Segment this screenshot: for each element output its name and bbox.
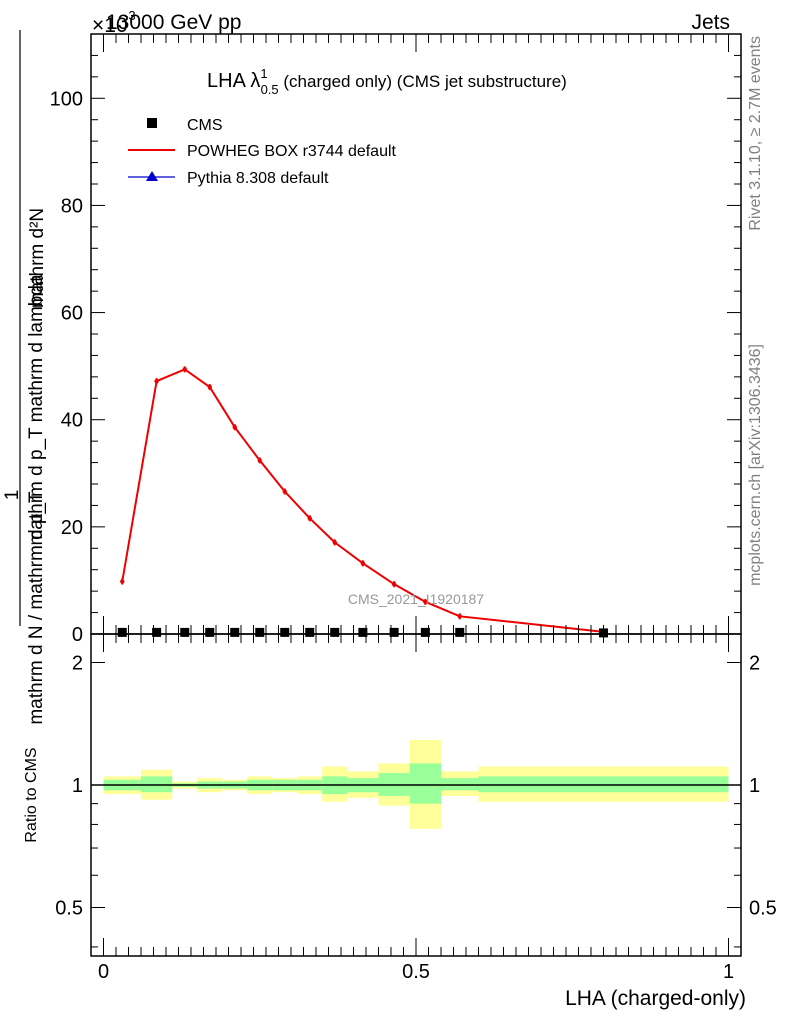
powheg-point [182, 367, 187, 372]
plot-title: LHA λ1 0.5 (charged only) (CMS jet substr… [207, 66, 567, 97]
ratio-y-tick-label: 2 [72, 653, 83, 675]
legend-cms-label: CMS [187, 117, 223, 134]
ratio-y-tick-label: 0.5 [55, 897, 83, 919]
x-axis-label: LHA (charged-only) [565, 987, 746, 1010]
x-tick-label: 1 [723, 961, 734, 983]
legend: CMS POWHEG BOX r3744 default Pythia 8.30… [128, 117, 397, 187]
ratio-y-tick-label-right: 2 [749, 653, 760, 675]
cms-point [255, 627, 265, 637]
x-axis: 0 0.5 1 [98, 34, 734, 983]
y-label-prefix-denominator: mathrm d N / mathrm d p_T [26, 491, 47, 725]
cms-point [280, 627, 290, 637]
y-tick-label: 0 [72, 624, 83, 646]
cms-point [205, 627, 215, 637]
y-label-prefix-numerator: 1 [2, 490, 23, 501]
powheg-point [207, 384, 212, 390]
powheg-point [307, 516, 312, 521]
ratio-y-tick-label-right: 1 [749, 775, 760, 797]
y-tick-label: 80 [61, 195, 83, 217]
powheg-point [257, 458, 262, 463]
main-plot-data [117, 366, 608, 638]
y-scale-multiplier: ×10 [92, 14, 128, 37]
y-scale-exponent: -3 [124, 8, 136, 23]
ratio-y-axis: 0.5 0.5 1 1 2 2 [55, 653, 777, 948]
analysis-watermark: CMS_2021_I1920187 [348, 591, 484, 607]
legend-pythia-label: Pythia 8.308 default [187, 170, 329, 187]
powheg-line [121, 368, 604, 633]
cms-point [358, 627, 368, 637]
ratio-y-tick-label: 1 [72, 775, 83, 797]
powheg-point [282, 489, 287, 494]
header-energy: 13000 GeV pp [106, 11, 241, 34]
cms-point [455, 627, 465, 637]
y-label-numerator: mathrm d²N [27, 208, 48, 308]
cms-point [420, 627, 430, 637]
y-label-denominator: mathrm d p_T mathrm d lambda [26, 274, 47, 545]
powheg-point [232, 425, 237, 430]
cms-point [305, 627, 315, 637]
powheg-point [120, 579, 125, 584]
cms-point [180, 627, 190, 637]
main-y-axis-label: mathrm d²N 1 mathrm d p_T mathrm d lambd… [2, 30, 48, 725]
legend-pythia-marker [146, 171, 158, 181]
powheg-point [457, 614, 462, 619]
x-tick-label: 0.5 [402, 961, 430, 983]
x-tick-label: 0 [98, 961, 109, 983]
ratio-green-band [409, 763, 441, 804]
rivet-version: Rivet 3.1.10, ≥ 2.7M events [747, 36, 764, 231]
y-tick-label: 60 [61, 303, 83, 325]
cms-point [330, 627, 340, 637]
cms-point [389, 627, 399, 637]
powheg-point [391, 581, 397, 587]
y-tick-label: 40 [61, 410, 83, 432]
ratio-y-axis-label: Ratio to CMS [23, 747, 40, 842]
cms-point [117, 627, 127, 637]
powheg-point [360, 561, 366, 566]
cms-point [152, 627, 162, 637]
ratio-y-tick-label-right: 0.5 [749, 897, 777, 919]
y-tick-label: 20 [61, 517, 83, 539]
powheg-point [423, 599, 428, 605]
legend-powheg-label: POWHEG BOX r3744 default [187, 143, 397, 160]
powheg-point [154, 378, 159, 384]
header-jets: Jets [691, 11, 730, 34]
legend-cms-marker [147, 118, 157, 128]
main-y-axis: 0 20 40 60 80 100 [50, 54, 741, 646]
y-tick-label: 100 [50, 88, 83, 110]
cms-point [230, 627, 240, 637]
powheg-point [332, 540, 337, 545]
mcplots-reference: mcplots.cern.ch [arXiv:1306.3436] [747, 344, 764, 586]
